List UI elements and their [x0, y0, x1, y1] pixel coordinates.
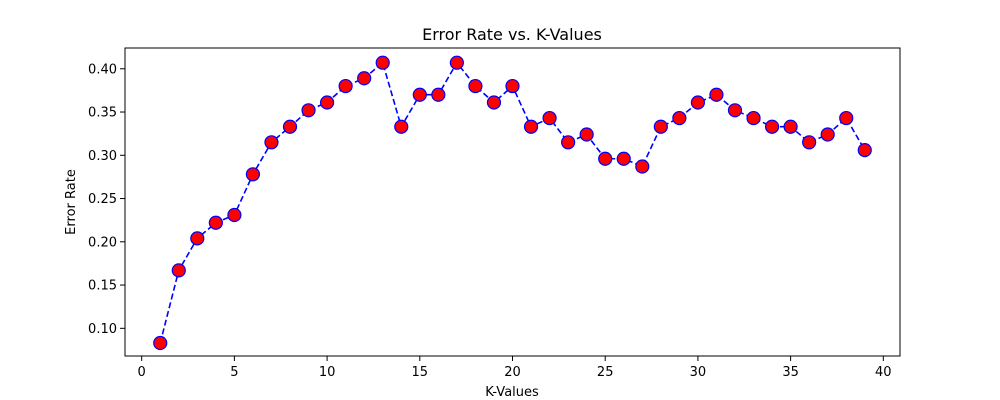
- data-point: [653, 119, 668, 134]
- data-point: [746, 110, 761, 126]
- data-point: [542, 110, 557, 126]
- y-tick-label: 0.30: [88, 149, 117, 164]
- data-point: [412, 87, 427, 102]
- y-tick-label: 0.40: [88, 62, 117, 77]
- data-point: [598, 151, 613, 166]
- data-point: [208, 215, 223, 230]
- chart-title: Error Rate vs. K-Values: [422, 25, 602, 44]
- x-tick-label: 20: [504, 365, 521, 380]
- y-axis-label: Error Rate: [64, 169, 79, 235]
- y-tick-label: 0.15: [88, 279, 117, 294]
- x-tick-label: 5: [230, 365, 238, 380]
- series-line: [159, 61, 866, 344]
- data-point: [839, 110, 854, 126]
- data-point: [579, 127, 594, 142]
- data-point: [616, 151, 631, 166]
- x-tick-label: 10: [319, 365, 336, 380]
- plot-frame: [124, 47, 901, 357]
- data-point: [635, 159, 650, 174]
- data-point: [672, 110, 687, 126]
- y-tick-label: 0.10: [88, 322, 117, 337]
- data-point: [171, 263, 186, 278]
- x-tick-label: 30: [690, 365, 707, 380]
- data-point: [468, 78, 483, 94]
- data-point: [783, 119, 798, 134]
- data-point: [190, 231, 205, 246]
- data-point: [375, 55, 390, 70]
- x-tick-label: 40: [875, 365, 892, 380]
- data-point: [709, 87, 724, 102]
- y-tick-label: 0.25: [88, 192, 117, 207]
- data-point: [561, 135, 576, 150]
- y-tick-label: 0.20: [88, 235, 117, 250]
- x-tick-label: 25: [597, 365, 614, 380]
- data-point: [690, 95, 706, 110]
- x-tick-label: 15: [412, 365, 429, 380]
- data-point: [319, 95, 335, 110]
- data-point: [301, 103, 316, 118]
- data-point: [282, 119, 298, 134]
- data-point: [449, 55, 464, 70]
- data-point: [153, 335, 168, 351]
- data-point: [227, 207, 242, 223]
- data-point: [264, 135, 279, 150]
- x-tick-label: 35: [782, 365, 799, 380]
- y-tick-label: 0.35: [88, 106, 117, 121]
- data-point: [727, 103, 743, 118]
- data-point: [486, 95, 502, 110]
- data-point: [431, 87, 446, 102]
- data-point: [357, 71, 372, 86]
- x-axis-label: K-Values: [485, 385, 539, 400]
- data-point: [505, 78, 520, 94]
- data-point: [802, 135, 817, 150]
- data-point: [857, 142, 872, 158]
- data-point: [820, 127, 835, 142]
- data-point: [338, 78, 353, 94]
- data-point: [245, 167, 261, 182]
- data-point: [764, 119, 780, 134]
- x-tick-label: 0: [138, 365, 146, 380]
- data-point: [394, 119, 409, 134]
- plot-area: 0 5 10 15 20 25 30 35 40 0.10 0.15 0.20 0.25 0.30 0.35…: [88, 47, 901, 380]
- data-point: [523, 119, 539, 134]
